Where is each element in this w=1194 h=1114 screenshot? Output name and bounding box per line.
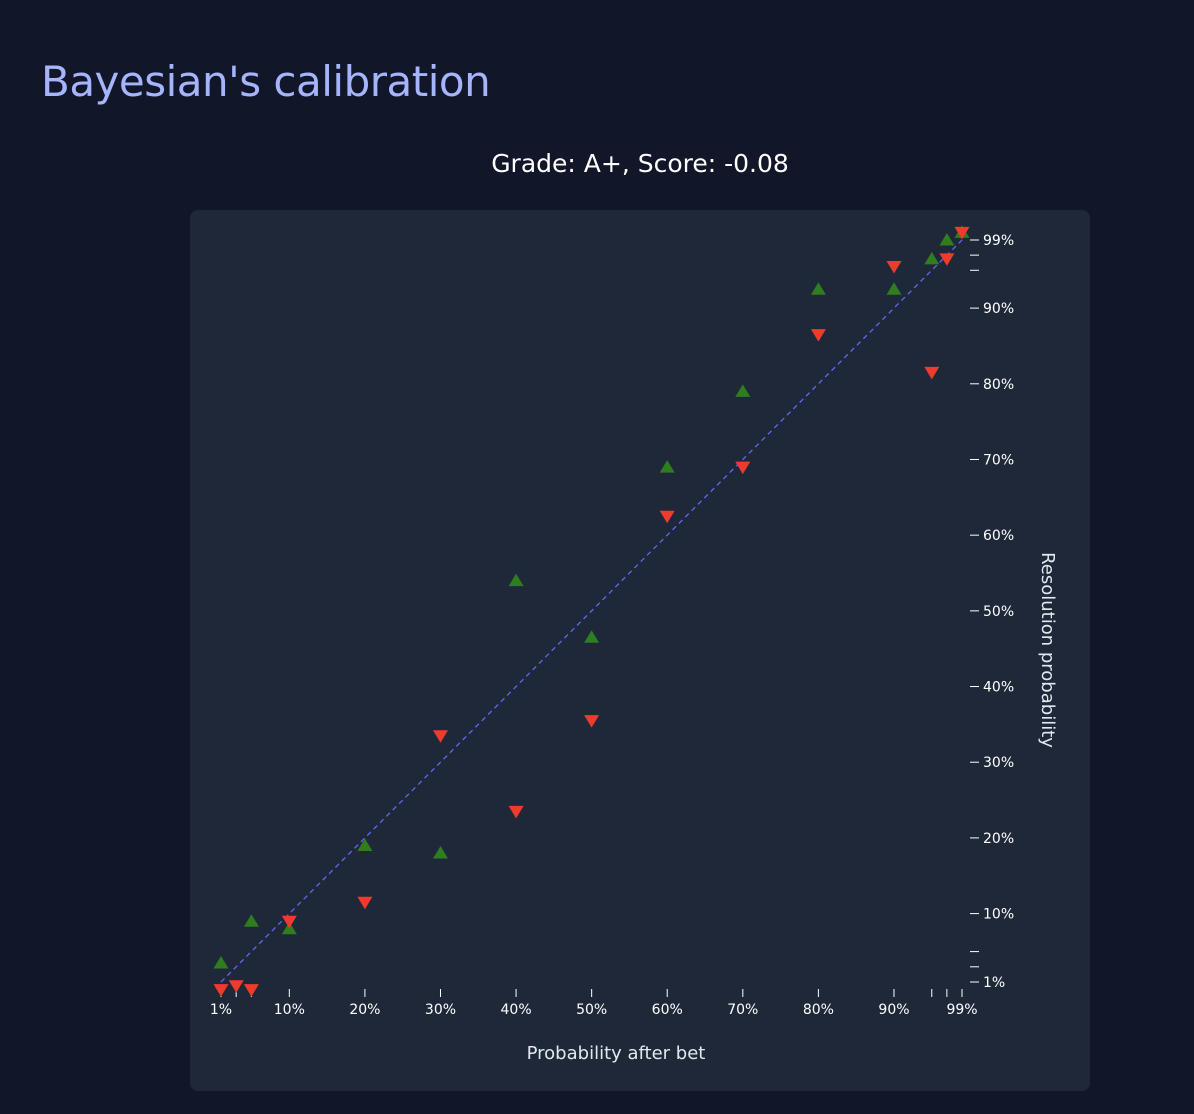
up-marker-9 [810,282,826,295]
down-marker-10 [810,329,826,342]
y-tick-label-10: 80% [983,377,1014,393]
x-tick-label-3: 10% [274,1002,305,1018]
y-axis-title: Resolution probability [1037,552,1058,748]
down-marker-7 [584,715,600,728]
up-marker-6 [584,630,600,643]
up-marker-1 [243,914,259,927]
y-tick-label-4: 20% [983,831,1014,847]
down-marker-8 [659,510,675,524]
y-tick-label-6: 40% [983,680,1014,696]
x-tick-label-6: 40% [501,1002,532,1018]
up-marker-4 [433,846,448,859]
x-tick-label-10: 80% [803,1002,834,1018]
x-axis: 1% 10% 20% 30% 40% 50% 60% 70% 80% 90% 99% [210,989,978,1018]
up-marker-8 [735,384,751,397]
up-marker-3 [357,838,373,851]
x-tick-label-8: 60% [652,1002,683,1018]
chart-title: Grade: A+, Score: -0.08 [491,149,789,178]
x-tick-label-5: 30% [425,1002,456,1018]
data-points [213,225,970,997]
chart-card: 1% 10% 20% 30% 40% 50% 60% 70% 80% 90% 99% 1% 10% 20… [190,210,1090,1091]
down-marker-13 [939,253,955,266]
calibration-chart: 1% 10% 20% 30% 40% 50% 60% 70% 80% 90% 99% 1% 10% 20… [210,225,1058,1064]
x-tick-label-4: 20% [349,1002,380,1018]
down-marker-6 [508,805,524,819]
y-tick-label-9: 70% [983,452,1014,468]
y-tick-label-8: 60% [983,528,1014,544]
y-tick-label-11: 90% [983,301,1014,317]
y-axis: 1% 10% 20% 30% 40% 50% 60% 70% 80% 90% 99% [970,233,1014,991]
x-tick-label-11: 90% [878,1002,909,1018]
down-marker-9 [735,461,751,475]
x-tick-label-0: 1% [210,1002,232,1018]
up-marker-7 [659,460,675,473]
y-tick-label-7: 50% [983,604,1014,620]
y-tick-label-14: 99% [983,233,1014,249]
diagonal-layer [220,239,963,983]
diagonal-line [220,239,963,983]
up-marker-5 [508,573,524,587]
up-marker-11 [924,251,940,265]
y-tick-label-0: 1% [983,975,1005,991]
y-tick-label-5: 30% [983,755,1014,771]
down-marker-4 [357,896,373,910]
down-marker-5 [433,730,448,743]
down-marker-1 [228,980,244,993]
x-tick-label-9: 70% [727,1002,758,1018]
x-tick-label-7: 50% [576,1002,607,1018]
x-tick-label-14: 99% [946,1002,977,1018]
down-marker-12 [924,366,940,380]
down-marker-11 [886,261,902,274]
down-marker-3 [281,915,297,929]
down-marker-2 [243,984,259,997]
x-axis-title: Probability after bet [527,1043,706,1064]
up-marker-12 [939,233,955,246]
down-marker-0 [213,984,229,997]
y-tick-label-3: 10% [983,907,1014,923]
down-marker-14 [954,226,970,240]
page-title: Bayesian's calibration [41,57,491,106]
up-marker-0 [213,956,229,969]
up-marker-10 [886,282,902,295]
